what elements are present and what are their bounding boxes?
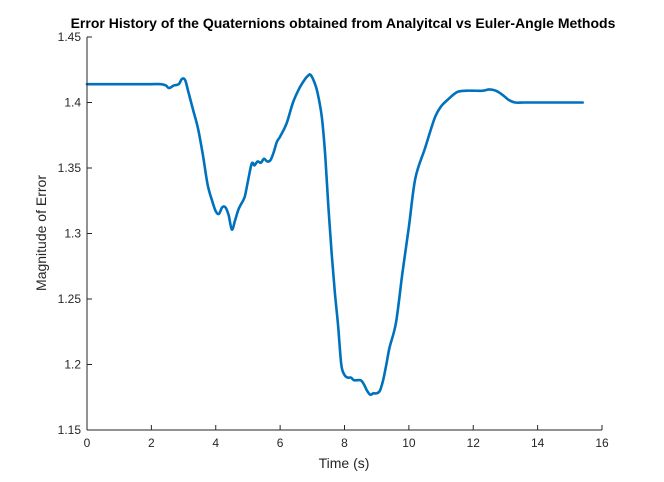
y-tick-label: 1.3	[64, 227, 81, 241]
y-tick-label: 1.45	[58, 30, 82, 44]
y-tick-label: 1.25	[58, 292, 82, 306]
x-tick-label: 8	[341, 436, 348, 450]
series-line-0	[85, 73, 584, 396]
plot-background	[87, 37, 602, 430]
y-tick-label: 1.15	[58, 423, 82, 437]
ticks-layer: 0 2 4 6 8 10 12 14 16 1.15 1.2 1.25 1.3 1.35 1.4 1.45	[58, 30, 609, 450]
x-tick-label: 0	[84, 436, 91, 450]
x-tick-label: 12	[467, 436, 481, 450]
y-tick-label: 1.35	[58, 161, 82, 175]
x-tick-label: 6	[277, 436, 284, 450]
y-axis-title: Magnitude of Error	[33, 175, 49, 291]
x-tick-label: 4	[212, 436, 219, 450]
x-axis-title: Time (s)	[319, 455, 370, 471]
axes-layer	[86, 37, 602, 431]
chart-title: Error History of the Quaternions obtaine…	[71, 15, 616, 31]
x-tick-label: 2	[148, 436, 155, 450]
x-tick-label: 14	[531, 436, 545, 450]
y-tick-label: 1.4	[64, 96, 81, 110]
x-tick-label: 16	[595, 436, 609, 450]
y-tick-label: 1.2	[64, 358, 81, 372]
series-layer	[85, 73, 584, 396]
x-tick-label: 10	[402, 436, 416, 450]
